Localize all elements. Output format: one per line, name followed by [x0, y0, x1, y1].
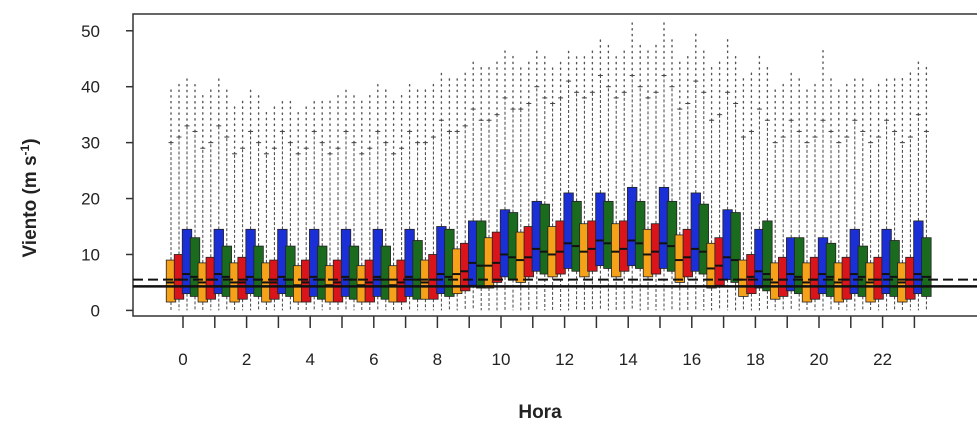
y-axis-title: Viento (m s-1): [18, 138, 41, 257]
y-tick-label: 20: [81, 190, 100, 209]
box-hour-14-series-1: [619, 46, 630, 311]
y-tick-label: 0: [91, 301, 100, 320]
axes: 0 10 20 30 40 50 0 2 4 6 8 10 12 14 16 18 20 22: [81, 22, 916, 369]
box-hour-23-series-1: [905, 69, 916, 311]
x-tick-label: 14: [619, 350, 638, 369]
x-tick-label: 2: [242, 350, 251, 369]
x-tick-label: 20: [810, 350, 829, 369]
x-axis-title: Hora: [518, 402, 562, 423]
box-hour-14-series-3: [635, 41, 646, 311]
box-hour-13-series-0: [579, 52, 590, 311]
box-hour-23-series-3: [921, 63, 932, 311]
box: [730, 212, 741, 283]
box-hour-18-series-1: [746, 69, 757, 311]
y-tick-label: 30: [81, 134, 100, 153]
y-axis-title-main: Viento (m s: [20, 155, 41, 257]
x-tick-label: 16: [682, 350, 701, 369]
x-tick-label: 4: [305, 350, 314, 369]
box-hour-12-series-0: [547, 63, 558, 311]
box: [762, 220, 773, 292]
x-tick-label: 0: [178, 350, 187, 369]
box-hour-22-series-0: [865, 86, 876, 311]
box-hour-16-series-1: [682, 52, 693, 311]
y-tick-label: 50: [81, 22, 100, 41]
plot-border: [132, 13, 977, 317]
box: [921, 237, 932, 297]
box-hour-12-series-2: [563, 46, 574, 311]
x-tick-label: 22: [873, 350, 892, 369]
box-hour-17-series-0: [706, 63, 717, 311]
box: [698, 203, 709, 275]
y-axis-title-sup: -1: [18, 144, 32, 155]
box-hour-15-series-1: [650, 41, 662, 311]
x-tick-label: 6: [369, 350, 378, 369]
box-hour-18-series-3: [762, 63, 773, 311]
box-hour-12-series-3: [571, 52, 582, 311]
box-hour-13-series-1: [587, 46, 598, 311]
y-tick-label: 40: [81, 78, 100, 97]
box-hour-6-series-1: [364, 91, 375, 311]
x-tick-label: 12: [555, 350, 574, 369]
x-tick-label: 18: [746, 350, 765, 369]
box-hour-12-series-1: [555, 58, 566, 311]
box-hour-13-series-2: [595, 35, 606, 311]
x-tick-label: 8: [433, 350, 442, 369]
box-hour-1-series-0: [197, 91, 208, 311]
y-tick-label: 10: [81, 245, 100, 264]
y-axis-title-close: ): [20, 138, 41, 144]
box-hour-7-series-1: [396, 91, 407, 311]
plot-area: [132, 13, 977, 317]
box-hour-11-series-1: [523, 58, 534, 311]
x-tick-label: 10: [492, 350, 511, 369]
box-hour-14-series-0: [611, 52, 622, 311]
